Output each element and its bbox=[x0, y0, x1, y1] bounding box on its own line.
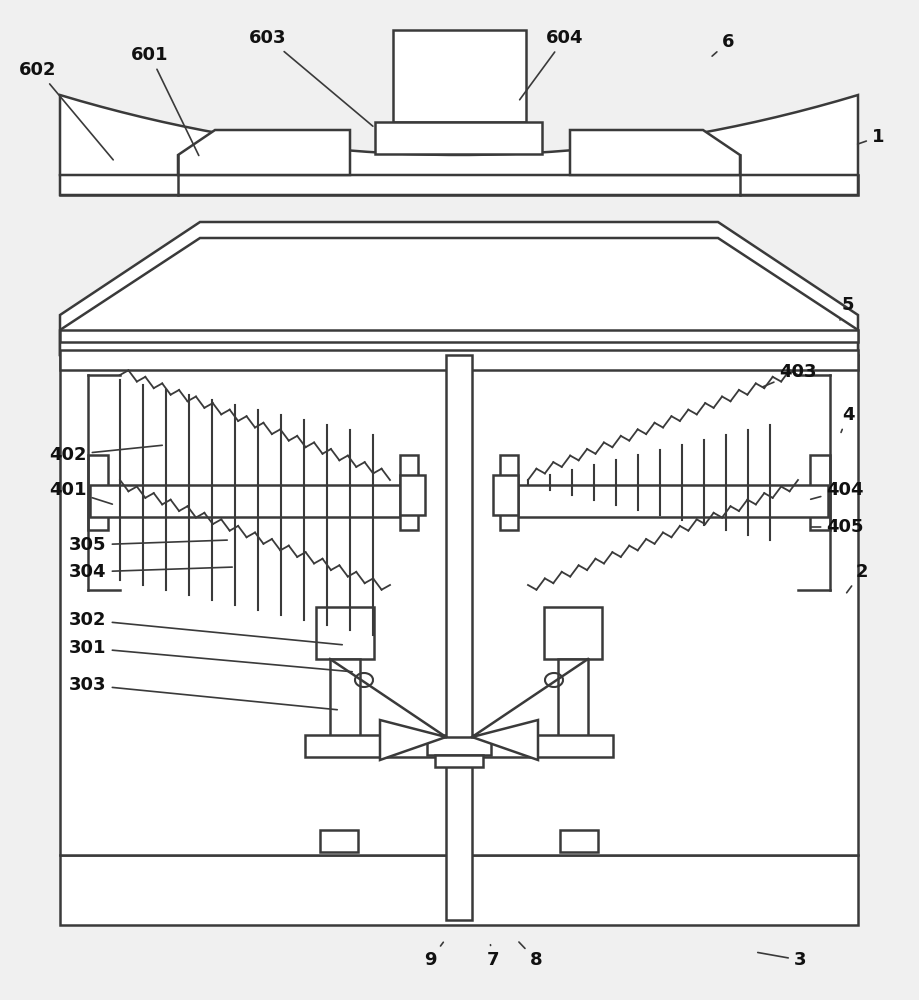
Bar bbox=[60, 855, 858, 925]
Bar bbox=[427, 737, 491, 755]
Bar bbox=[544, 607, 602, 659]
Text: 601: 601 bbox=[131, 46, 199, 156]
Text: 603: 603 bbox=[249, 29, 373, 126]
Text: 405: 405 bbox=[811, 518, 864, 536]
Text: 404: 404 bbox=[811, 481, 864, 499]
Bar bbox=[60, 350, 858, 370]
Polygon shape bbox=[88, 455, 108, 530]
Polygon shape bbox=[60, 155, 858, 195]
Bar bbox=[316, 607, 374, 659]
Text: 303: 303 bbox=[69, 676, 337, 710]
Bar bbox=[400, 475, 425, 515]
Text: 304: 304 bbox=[69, 563, 233, 581]
Text: 8: 8 bbox=[519, 942, 542, 969]
Text: 5: 5 bbox=[840, 296, 855, 320]
Text: 401: 401 bbox=[50, 481, 112, 504]
Text: 3: 3 bbox=[758, 951, 806, 969]
Polygon shape bbox=[810, 455, 830, 530]
Polygon shape bbox=[60, 95, 858, 175]
Polygon shape bbox=[178, 130, 350, 175]
Text: 301: 301 bbox=[69, 639, 352, 672]
Polygon shape bbox=[500, 455, 518, 530]
Polygon shape bbox=[380, 720, 446, 760]
Text: 402: 402 bbox=[50, 445, 163, 464]
Polygon shape bbox=[60, 238, 858, 355]
Bar bbox=[393, 30, 526, 122]
Bar bbox=[330, 659, 360, 739]
Bar bbox=[90, 485, 405, 517]
Text: 602: 602 bbox=[19, 61, 113, 160]
Bar bbox=[560, 830, 598, 852]
Bar bbox=[493, 475, 518, 515]
Text: 403: 403 bbox=[763, 363, 817, 387]
Polygon shape bbox=[400, 455, 418, 530]
Bar bbox=[305, 735, 613, 757]
Text: 7: 7 bbox=[487, 945, 499, 969]
Bar bbox=[446, 355, 472, 920]
Polygon shape bbox=[60, 222, 858, 355]
Bar bbox=[60, 330, 858, 342]
Polygon shape bbox=[570, 130, 740, 175]
Bar bbox=[375, 122, 542, 154]
Bar bbox=[60, 175, 858, 195]
Text: 9: 9 bbox=[424, 942, 443, 969]
Text: 2: 2 bbox=[846, 563, 868, 593]
Bar bbox=[60, 355, 858, 855]
Text: 604: 604 bbox=[519, 29, 584, 100]
Bar bbox=[435, 755, 483, 767]
Text: 1: 1 bbox=[857, 128, 884, 146]
Bar bbox=[320, 830, 358, 852]
Text: 6: 6 bbox=[712, 33, 734, 56]
Bar bbox=[558, 659, 588, 739]
Bar bbox=[513, 485, 828, 517]
Text: 305: 305 bbox=[69, 536, 227, 554]
Text: 302: 302 bbox=[69, 611, 342, 645]
Text: 4: 4 bbox=[841, 406, 855, 432]
Polygon shape bbox=[472, 720, 538, 760]
